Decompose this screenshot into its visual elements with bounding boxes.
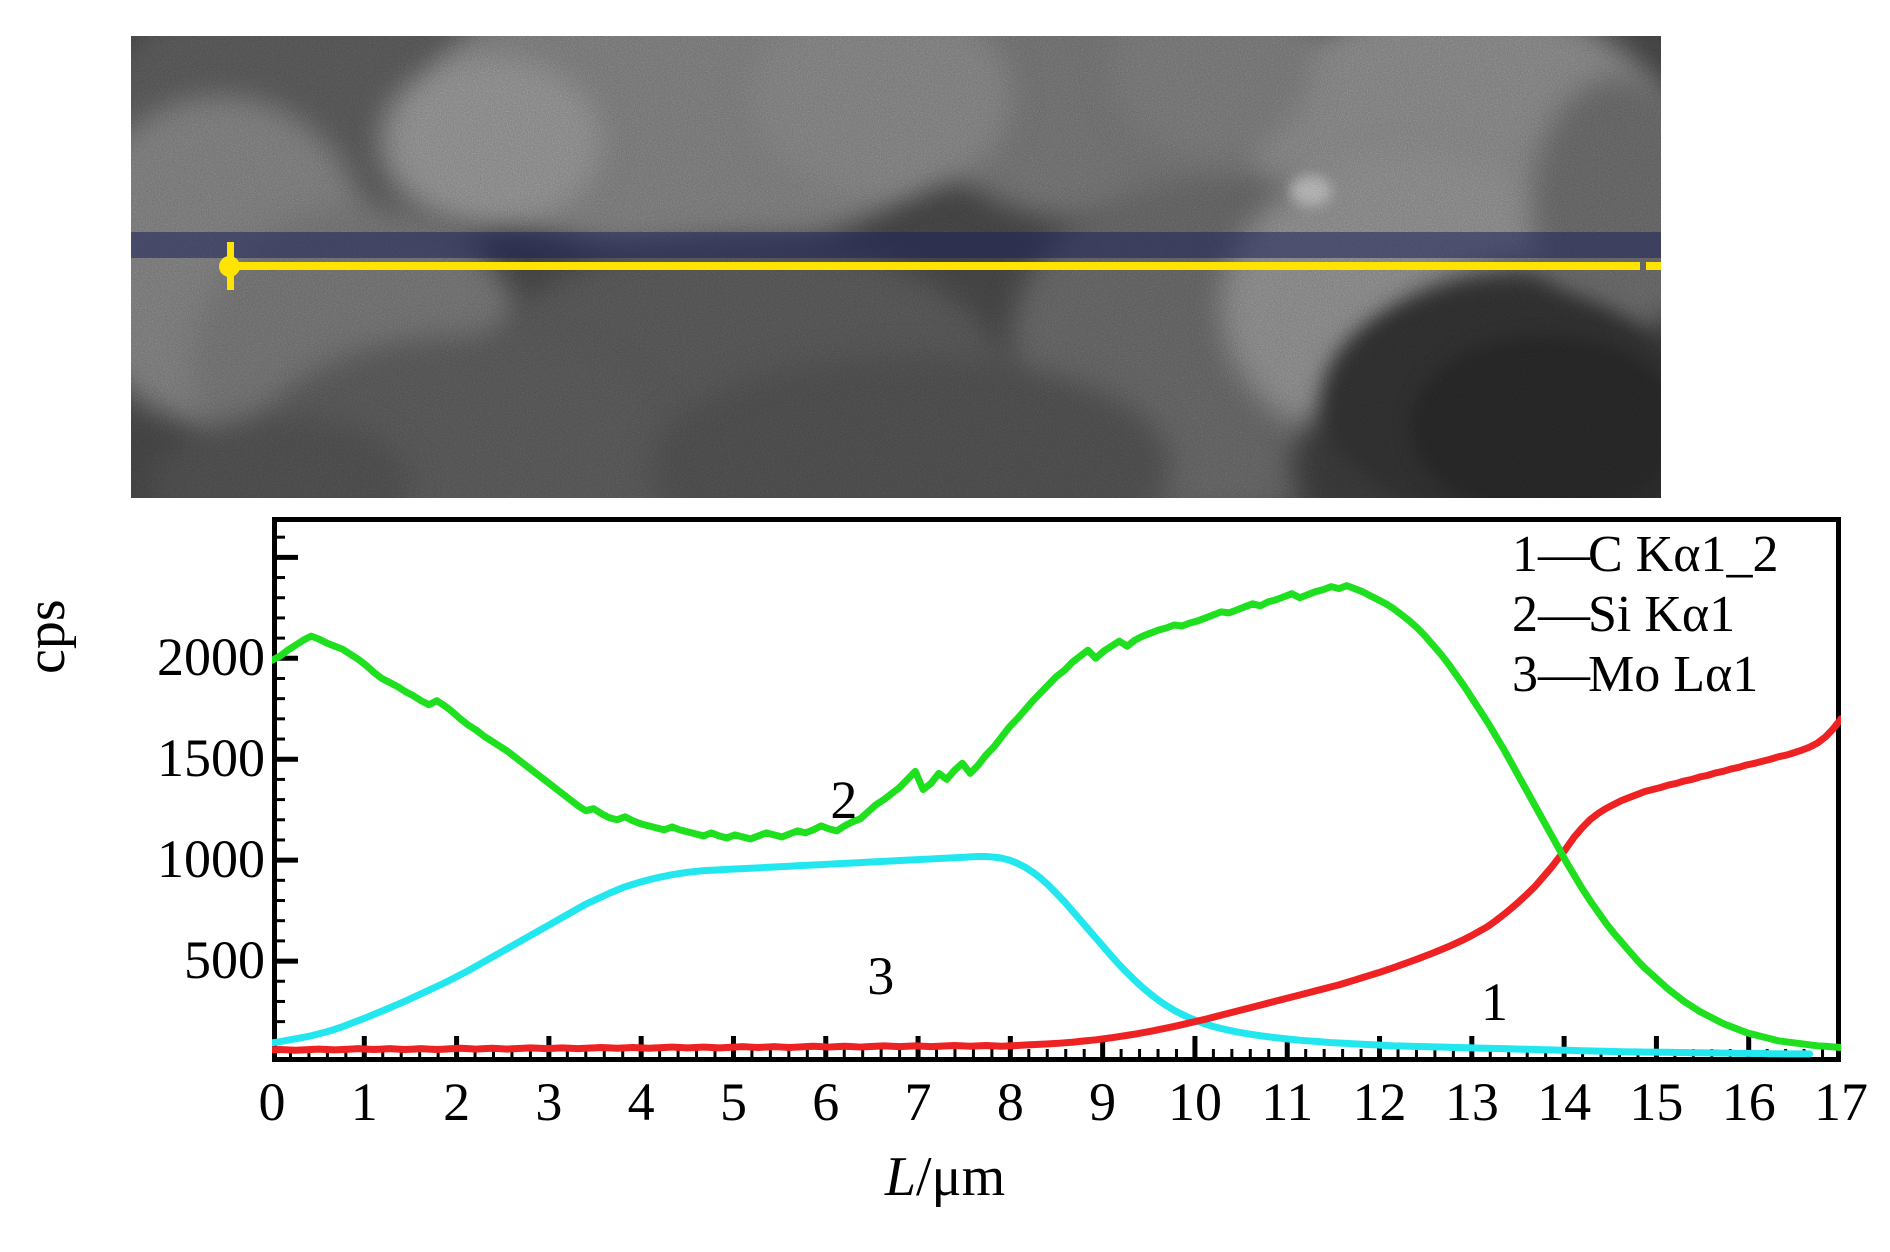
legend-dash: — (1538, 646, 1590, 703)
legend-key: 3 (1512, 646, 1538, 703)
x-axis-title-unit: /μm (916, 1146, 1006, 1208)
curve-label-1: 1 (1481, 972, 1509, 1033)
x-axis-title: L/μm (0, 1145, 1890, 1209)
y-tick-label: 2000 (157, 627, 265, 688)
legend-item-2: 2—Si Kα1 (1512, 585, 1778, 645)
legend-label: Si Kα1 (1588, 586, 1736, 643)
legend-dash: — (1538, 526, 1590, 583)
series-line-1 (272, 719, 1841, 1050)
legend-item-1: 1—C Kα1_2 (1512, 525, 1778, 585)
plot-canvas (272, 517, 1841, 1062)
legend-item-3: 3—Mo Lα1 (1512, 645, 1778, 705)
y-tick-label: 500 (184, 930, 265, 991)
x-tick-label: 5 (719, 1072, 747, 1132)
legend-key: 1 (1512, 526, 1538, 583)
line-scan-halo (131, 232, 1661, 258)
x-tick-label: 6 (812, 1072, 840, 1132)
x-axis-title-symbol: L (884, 1146, 916, 1208)
y-axis-title: cps (15, 599, 77, 674)
line-scan-path[interactable] (230, 262, 1640, 270)
x-tick-label: 17 (1814, 1072, 1868, 1132)
legend-label: C Kα1_2 (1588, 526, 1779, 583)
x-tick-label: 9 (1089, 1072, 1117, 1132)
x-tick-label: 7 (904, 1072, 932, 1132)
x-tick-label: 16 (1721, 1072, 1776, 1132)
legend: 1—C Kα1_2 2—Si Kα1 3—Mo Lα1 (1512, 525, 1778, 705)
x-tick-label: 0 (258, 1072, 286, 1132)
sem-micrograph-panel (131, 36, 1661, 498)
x-tick-label: 8 (996, 1072, 1024, 1132)
y-tick-label: 1000 (157, 829, 265, 890)
line-scan-chart: cps 500 1000 1500 2000 0 1 2 3 4 5 6 7 8 9 10 11 12 13 14… (0, 500, 1890, 1252)
curve-label-2: 2 (830, 770, 858, 831)
x-tick-label: 15 (1629, 1072, 1684, 1132)
x-tick-label: 12 (1352, 1072, 1407, 1132)
y-tick-label: 1500 (157, 728, 265, 789)
x-tick-label: 14 (1537, 1072, 1592, 1132)
x-tick-label: 10 (1167, 1072, 1222, 1132)
plot-frame (272, 517, 1841, 1062)
x-tick-label: 3 (535, 1072, 563, 1132)
curve-label-3: 3 (867, 945, 895, 1006)
series-line-3 (272, 857, 1810, 1054)
x-tick-label: 11 (1261, 1072, 1314, 1132)
x-tick-label: 1 (350, 1072, 378, 1132)
legend-key: 2 (1512, 586, 1538, 643)
line-scan-path-tail (1646, 262, 1661, 270)
x-tick-label: 4 (627, 1072, 655, 1132)
x-tick-label: 2 (443, 1072, 471, 1132)
series-line-2 (272, 586, 1841, 1048)
legend-label: Mo Lα1 (1588, 646, 1759, 703)
legend-dash: — (1538, 586, 1590, 643)
x-tick-label: 13 (1444, 1072, 1499, 1132)
line-scan-start-marker[interactable] (219, 256, 240, 277)
